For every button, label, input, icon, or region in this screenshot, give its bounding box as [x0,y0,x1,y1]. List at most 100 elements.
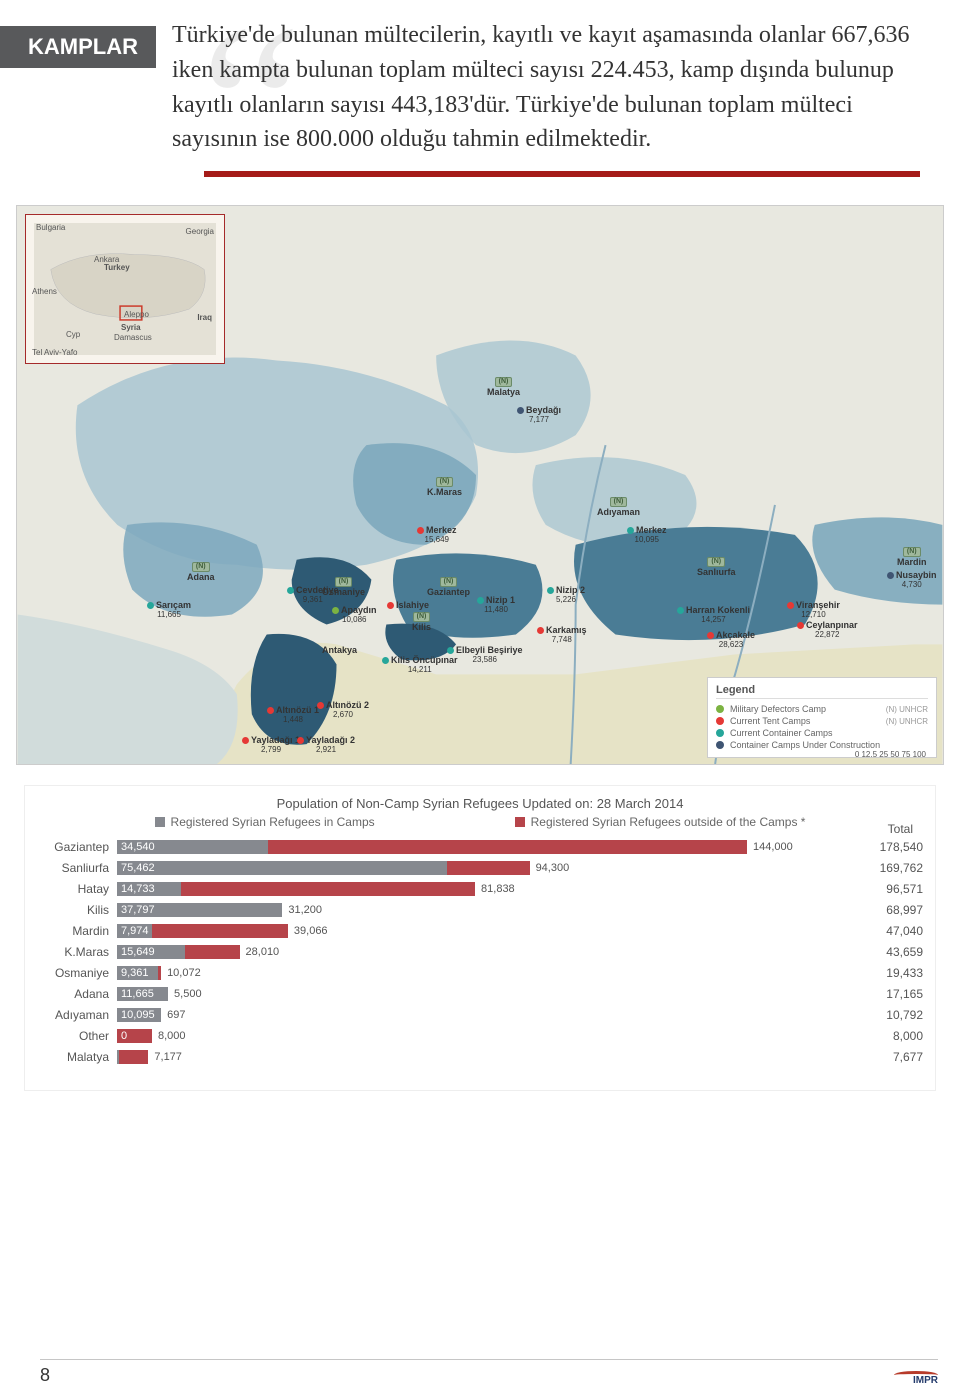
bar-row: 7,974 39,066 [117,921,853,942]
total-value: 7,677 [853,1047,923,1068]
category-label: Other [37,1026,109,1047]
inset-syria: Syria [121,323,141,332]
camp-label: Merkez10,095 [627,526,667,545]
inset-cyp: Cyp [66,330,80,339]
bar-out-label: 31,200 [288,904,322,916]
legend-in-label: Registered Syrian Refugees in Camps [171,815,375,829]
province-label: (N)Adıyaman [597,496,640,518]
red-divider [204,171,920,177]
province-label: Antakya [322,646,357,656]
bar-in-label: 11,665 [121,988,154,1000]
legend-item: Military Defectors Camp(N) UNHCR [716,703,928,715]
total-value: 68,997 [853,900,923,921]
map-legend: Legend Military Defectors Camp(N) UNHCR C… [707,677,937,758]
bar-in-label: 7,974 [121,925,149,937]
total-header: Total [888,822,913,836]
camp-label: Altınözü 11,448 [267,706,319,725]
impr-logo: IMPR [894,1371,938,1386]
bar-out-label: 94,300 [536,862,570,874]
bar-in [117,1050,119,1064]
camp-label: Beydağı7,177 [517,406,561,425]
page-number: 8 [40,1365,50,1386]
map: Bulgaria Georgia Turkey Ankara Aleppo Sy… [16,205,944,765]
camp-label: Nizip 25,226 [547,586,585,605]
camp-label: Cevdetiye9,361 [287,586,339,605]
camp-label: Viranşehir12,710 [787,601,840,620]
camp-label: Akçakale28,623 [707,631,755,650]
map-inset: Bulgaria Georgia Turkey Ankara Aleppo Sy… [25,214,225,364]
province-label: (N)Gaziantep [427,576,470,598]
category-label: Adana [37,984,109,1005]
inset-damascus: Damascus [114,333,152,342]
scale-bar: 0 12.5 25 50 75 100 [855,750,926,759]
footer-rule [40,1359,938,1360]
swatch-out [515,817,525,827]
category-label: Hatay [37,879,109,900]
bar-row: 10,095 697 [117,1005,853,1026]
total-value: 19,433 [853,963,923,984]
camp-label: Altınözü 22,670 [317,701,369,720]
total-value: 10,792 [853,1005,923,1026]
bar-in-label: 9,361 [121,967,149,979]
total-value: 17,165 [853,984,923,1005]
inset-aleppo: Aleppo [124,310,149,319]
legend-title: Legend [716,684,928,699]
bar-row: 75,462 94,300 [117,858,853,879]
inset-turkey: Turkey [104,263,130,272]
bar-out-label: 5,500 [174,988,202,1000]
camp-label: Elbeyli Beşiriye23,586 [447,646,523,665]
bar-out [117,1050,148,1064]
category-label: K.Maras [37,942,109,963]
bar-row: 11,665 5,500 [117,984,853,1005]
camp-label: Yayladağı 22,921 [297,736,355,755]
camp-label: Sarıçam11,665 [147,601,191,620]
body-text: Türkiye'de bulunan mültecilerin, kayıtlı… [172,18,920,157]
bar-out-label: 8,000 [158,1030,186,1042]
legend-item: Current Container Camps [716,727,928,739]
bar-out-label: 144,000 [753,841,793,853]
bar-out-label: 10,072 [167,967,201,979]
camp-label: Yayladağı 12,799 [242,736,300,755]
camp-label: Nizip 111,480 [477,596,515,615]
inset-bulgaria: Bulgaria [36,223,65,232]
bar-row: 7,177 [117,1047,853,1068]
category-label: Kilis [37,900,109,921]
category-label: Adıyaman [37,1005,109,1026]
total-value: 8,000 [853,1026,923,1047]
bar-in-label: 10,095 [121,1009,155,1021]
bar-in-label: 75,462 [121,862,155,874]
province-label: (N)Adana [187,561,215,583]
bar-row: 14,733 81,838 [117,879,853,900]
total-value: 169,762 [853,858,923,879]
category-label: Gaziantep [37,837,109,858]
plot-column: 34,540 144,000 75,462 94,300 14,733 81,8… [117,837,853,1068]
province-label: (N)Malatya [487,376,520,398]
inset-athens: Athens [32,287,57,296]
section-tag: KAMPLAR [0,26,156,68]
bar-row: 37,797 31,200 [117,900,853,921]
inset-georgia: Georgia [186,227,214,236]
category-label: Mardin [37,921,109,942]
total-value: 178,540 [853,837,923,858]
bar-row: 9,361 10,072 [117,963,853,984]
legend-out-label: Registered Syrian Refugees outside of th… [531,815,806,829]
category-label: Sanliurfa [37,858,109,879]
camp-label: Ceylanpınar22,872 [797,621,858,640]
inset-ankara: Ankara [94,255,119,264]
bar-in-label: 0 [121,1030,127,1042]
bar-row: 15,649 28,010 [117,942,853,963]
bar-out-label: 39,066 [294,925,328,937]
total-value: 47,040 [853,921,923,942]
inset-telaviv: Tel Aviv-Yafo [32,348,78,357]
bar-row: 34,540 144,000 [117,837,853,858]
province-label: (N)Kilis [412,611,431,633]
chart-title: Population of Non-Camp Syrian Refugees U… [37,796,923,811]
total-value: 43,659 [853,942,923,963]
camp-label: Apaydın10,086 [332,606,377,625]
camp-label: Merkez15,649 [417,526,457,545]
population-chart: Population of Non-Camp Syrian Refugees U… [24,785,936,1091]
inset-iraq: Iraq [197,313,212,322]
swatch-in [155,817,165,827]
bar-in-label: 34,540 [121,841,155,853]
province-label: (N)Mardin [897,546,927,568]
